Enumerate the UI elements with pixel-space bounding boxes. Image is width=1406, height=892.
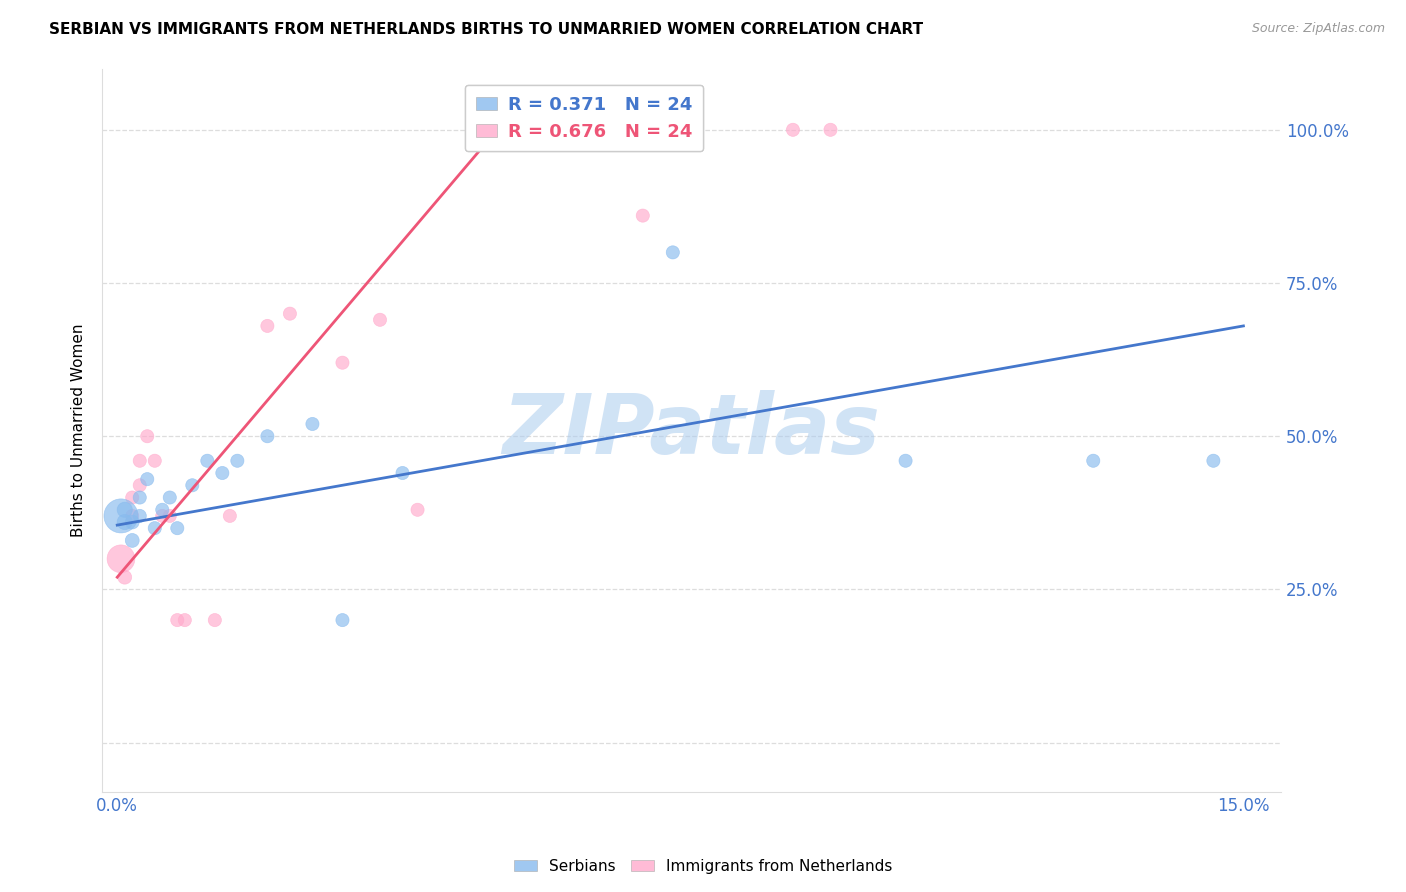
Point bbox=[173, 613, 195, 627]
Point bbox=[128, 508, 150, 523]
Point bbox=[368, 313, 391, 327]
Text: Source: ZipAtlas.com: Source: ZipAtlas.com bbox=[1251, 22, 1385, 36]
Point bbox=[121, 515, 143, 529]
Point bbox=[128, 491, 150, 505]
Point bbox=[631, 209, 654, 223]
Point bbox=[1202, 454, 1225, 468]
Point bbox=[181, 478, 204, 492]
Point bbox=[631, 123, 654, 137]
Point bbox=[114, 515, 136, 529]
Point bbox=[114, 503, 136, 517]
Point bbox=[110, 508, 132, 523]
Point bbox=[136, 472, 159, 486]
Point bbox=[782, 123, 804, 137]
Point bbox=[662, 245, 685, 260]
Point bbox=[159, 508, 181, 523]
Text: ZIPatlas: ZIPatlas bbox=[503, 390, 880, 471]
Point bbox=[593, 123, 616, 137]
Point bbox=[391, 466, 413, 480]
Point bbox=[226, 454, 249, 468]
Point bbox=[166, 521, 188, 535]
Point bbox=[159, 491, 181, 505]
Point bbox=[128, 478, 150, 492]
Point bbox=[332, 613, 354, 627]
Point bbox=[256, 318, 278, 333]
Text: SERBIAN VS IMMIGRANTS FROM NETHERLANDS BIRTHS TO UNMARRIED WOMEN CORRELATION CHA: SERBIAN VS IMMIGRANTS FROM NETHERLANDS B… bbox=[49, 22, 924, 37]
Point bbox=[195, 454, 218, 468]
Point bbox=[204, 613, 226, 627]
Point bbox=[110, 551, 132, 566]
Legend: R = 0.371   N = 24, R = 0.676   N = 24: R = 0.371 N = 24, R = 0.676 N = 24 bbox=[465, 85, 703, 152]
Point bbox=[121, 533, 143, 548]
Point bbox=[114, 570, 136, 584]
Point bbox=[166, 613, 188, 627]
Legend: Serbians, Immigrants from Netherlands: Serbians, Immigrants from Netherlands bbox=[508, 853, 898, 880]
Point bbox=[1083, 454, 1105, 468]
Point bbox=[128, 454, 150, 468]
Point bbox=[820, 123, 842, 137]
Point bbox=[301, 417, 323, 431]
Point bbox=[136, 429, 159, 443]
Point bbox=[332, 356, 354, 370]
Point bbox=[211, 466, 233, 480]
Point bbox=[121, 508, 143, 523]
Point bbox=[150, 503, 173, 517]
Point bbox=[150, 508, 173, 523]
Point bbox=[121, 491, 143, 505]
Y-axis label: Births to Unmarried Women: Births to Unmarried Women bbox=[72, 324, 86, 537]
Point bbox=[406, 503, 429, 517]
Point bbox=[143, 454, 166, 468]
Point bbox=[278, 307, 301, 321]
Point bbox=[256, 429, 278, 443]
Point bbox=[218, 508, 240, 523]
Point bbox=[894, 454, 917, 468]
Point bbox=[143, 521, 166, 535]
